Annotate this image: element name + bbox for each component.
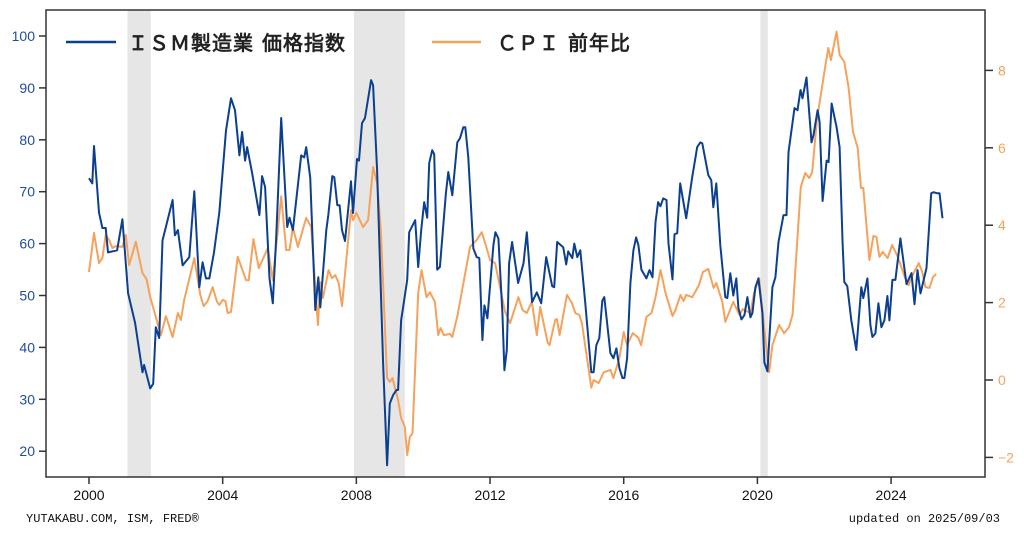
x-tick-label: 2008	[341, 487, 372, 503]
y-left-tick-label: 40	[19, 339, 35, 355]
y-right-tick-label: −2	[998, 449, 1014, 465]
y-left-tick-label: 60	[19, 236, 35, 252]
y-right-tick-label: 0	[998, 372, 1006, 388]
x-tick-label: 2024	[876, 487, 907, 503]
x-tick-label: 2016	[608, 487, 639, 503]
series-line-ism	[88, 76, 944, 467]
y-left-tick-label: 70	[19, 184, 35, 200]
y-right-tick-label: 2	[998, 295, 1006, 311]
y-left-tick-label: 50	[19, 288, 35, 304]
x-tick-label: 2012	[474, 487, 505, 503]
series-lines	[88, 30, 944, 467]
axes: 20 30 40 50 60 70 80 90 100 −2 0 2 4 6 8 2000 2004 2008 20…	[12, 9, 1014, 503]
y-left-tick-label: 80	[19, 132, 35, 148]
x-tick-label: 2004	[207, 487, 238, 503]
recession-bands	[127, 10, 768, 477]
y-left-tick-label: 90	[19, 80, 35, 96]
legend: ＩＳＭ製造業 価格指数 ＣＰＩ 前年比	[66, 31, 631, 55]
series-line-cpi	[88, 30, 937, 457]
y-left-tick-label: 100	[12, 28, 36, 44]
legend-label-cpi: ＣＰＩ 前年比	[497, 31, 631, 55]
plot-frame	[45, 9, 986, 478]
y-right-tick-label: 6	[998, 140, 1006, 156]
recession-band	[760, 10, 768, 477]
x-tick-label: 2020	[742, 487, 773, 503]
recession-band	[127, 10, 151, 477]
updated-date: updated on 2025/09/03	[849, 512, 1000, 526]
y-left-tick-label: 20	[19, 443, 35, 459]
y-right-tick-label: 4	[998, 217, 1006, 233]
y-left-tick-label: 30	[19, 391, 35, 407]
legend-label-ism: ＩＳＭ製造業 価格指数	[128, 31, 346, 55]
y-right-tick-label: 8	[998, 62, 1006, 78]
x-tick-label: 2000	[73, 487, 104, 503]
source-credit: YUTAKABU.COM, ISM, FRED®	[26, 512, 200, 526]
